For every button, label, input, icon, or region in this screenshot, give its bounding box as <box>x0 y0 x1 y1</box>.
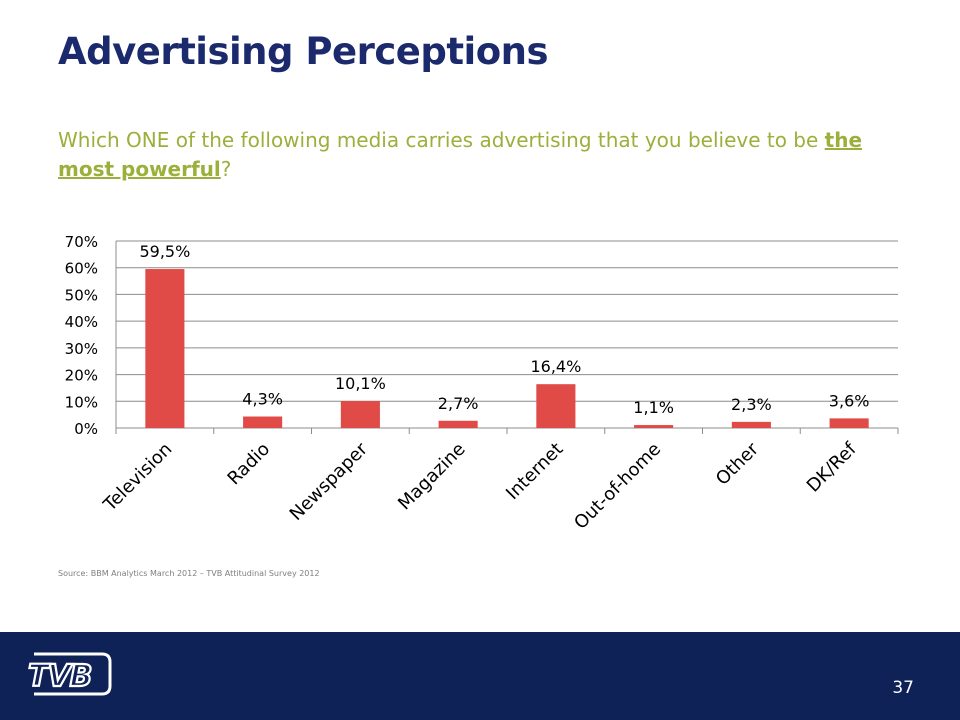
data-label: 16,4% <box>530 357 581 376</box>
category-label: Television <box>99 439 176 516</box>
bar <box>536 384 576 428</box>
source-note: Source: BBM Analytics March 2012 – TVB A… <box>58 569 320 578</box>
category-label: Other <box>712 438 763 489</box>
category-label: Radio <box>224 439 275 490</box>
bar <box>829 418 869 428</box>
y-tick-label: 60% <box>65 260 98 278</box>
category-label: Magazine <box>394 439 470 515</box>
data-label: 2,3% <box>731 395 772 414</box>
question-emphasis: the most powerful <box>58 128 863 181</box>
y-tick-label: 50% <box>65 286 98 304</box>
category-label: DK/Ref <box>803 438 861 496</box>
category-label: Internet <box>502 439 567 504</box>
category-label: Newspaper <box>286 438 373 525</box>
bar <box>731 421 771 428</box>
bar <box>340 401 380 428</box>
data-label: 10,1% <box>335 374 386 393</box>
y-tick-label: 40% <box>65 313 98 331</box>
data-label: 2,7% <box>438 394 479 413</box>
data-label: 1,1% <box>633 398 674 417</box>
y-tick-label: 30% <box>65 340 98 358</box>
y-tick-label: 10% <box>65 393 98 411</box>
svg-text:TVB: TVB <box>28 659 92 694</box>
bar-chart: 0% 10% 20% 30% 40% 50% 60% 70% 59,5% Television 4,… <box>65 233 899 534</box>
question-end: ? <box>220 157 232 181</box>
data-label: 4,3% <box>242 390 283 409</box>
bar <box>438 420 478 428</box>
bar <box>634 425 674 428</box>
survey-question: Which ONE of the following media carries… <box>58 126 918 184</box>
footer-bar: TVB 37 <box>0 632 960 720</box>
slide-number: 37 <box>892 678 914 698</box>
bar <box>243 416 283 428</box>
data-label: 59,5% <box>139 242 190 261</box>
question-text: Which ONE of the following media carries… <box>58 128 825 152</box>
y-tick-label: 0% <box>74 420 98 438</box>
y-tick-label: 70% <box>65 233 98 251</box>
tvb-logo: TVB <box>27 652 112 696</box>
y-tick-label: 20% <box>65 367 98 385</box>
slide-title: Advertising Perceptions <box>58 30 549 73</box>
data-label: 3,6% <box>829 391 870 410</box>
category-label: Out-of-home <box>570 439 665 534</box>
bar <box>145 269 185 428</box>
